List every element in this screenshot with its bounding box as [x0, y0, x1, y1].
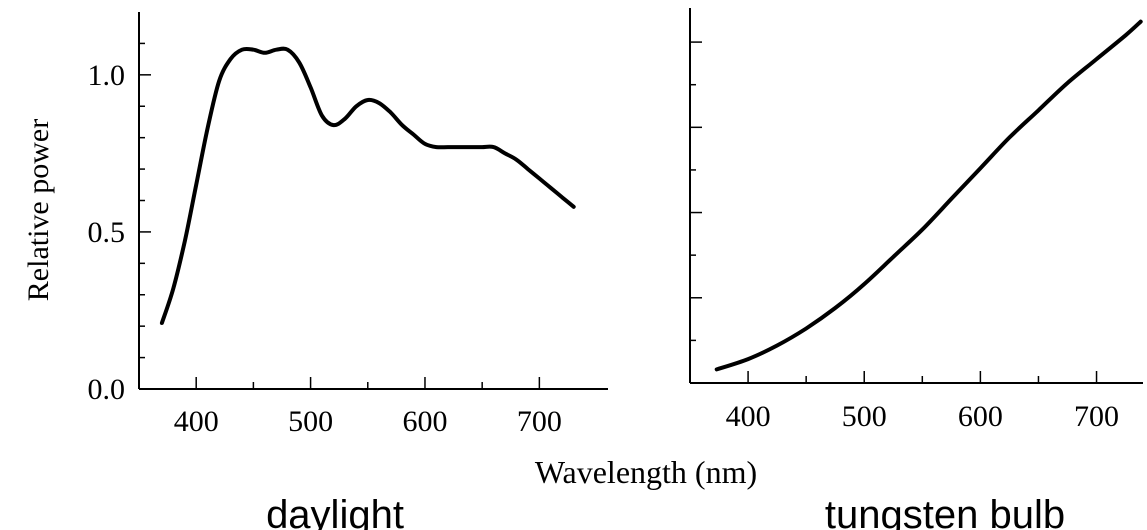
- tungsten-x-tick-label: 700: [1074, 400, 1119, 433]
- daylight-x-tick-label: 600: [402, 405, 447, 438]
- tungsten-x-tick-label: 400: [726, 400, 771, 433]
- shared-x-axis-label: Wavelength (nm): [535, 454, 757, 490]
- daylight-y-tick-label: 0.0: [88, 373, 126, 406]
- tungsten-ticks: 400 500 600 700: [690, 41, 1119, 433]
- daylight-y-tick-label: 0.5: [88, 216, 126, 249]
- tungsten-chart: 400 500 600 700 tungsten bulb: [689, 8, 1143, 530]
- daylight-x-tick-label: 400: [174, 405, 219, 438]
- daylight-caption: daylight: [266, 493, 404, 530]
- daylight-chart: 400 500 600 700 0.0 0.5 1.0 Relative power day…: [22, 12, 608, 530]
- tungsten-x-tick-label: 500: [842, 400, 887, 433]
- daylight-y-tick-label: 1.0: [88, 59, 126, 92]
- tungsten-spectrum-line: [714, 19, 1143, 372]
- tungsten-x-tick-label: 600: [958, 400, 1003, 433]
- daylight-x-tick-label: 700: [517, 405, 562, 438]
- daylight-y-axis-label: Relative power: [22, 119, 55, 301]
- daylight-x-tick-label: 500: [288, 405, 333, 438]
- daylight-spectrum-line: [159, 46, 576, 325]
- tungsten-caption: tungsten bulb: [825, 493, 1065, 530]
- daylight-ticks: 400 500 600 700 0.0 0.5 1.0: [88, 42, 562, 438]
